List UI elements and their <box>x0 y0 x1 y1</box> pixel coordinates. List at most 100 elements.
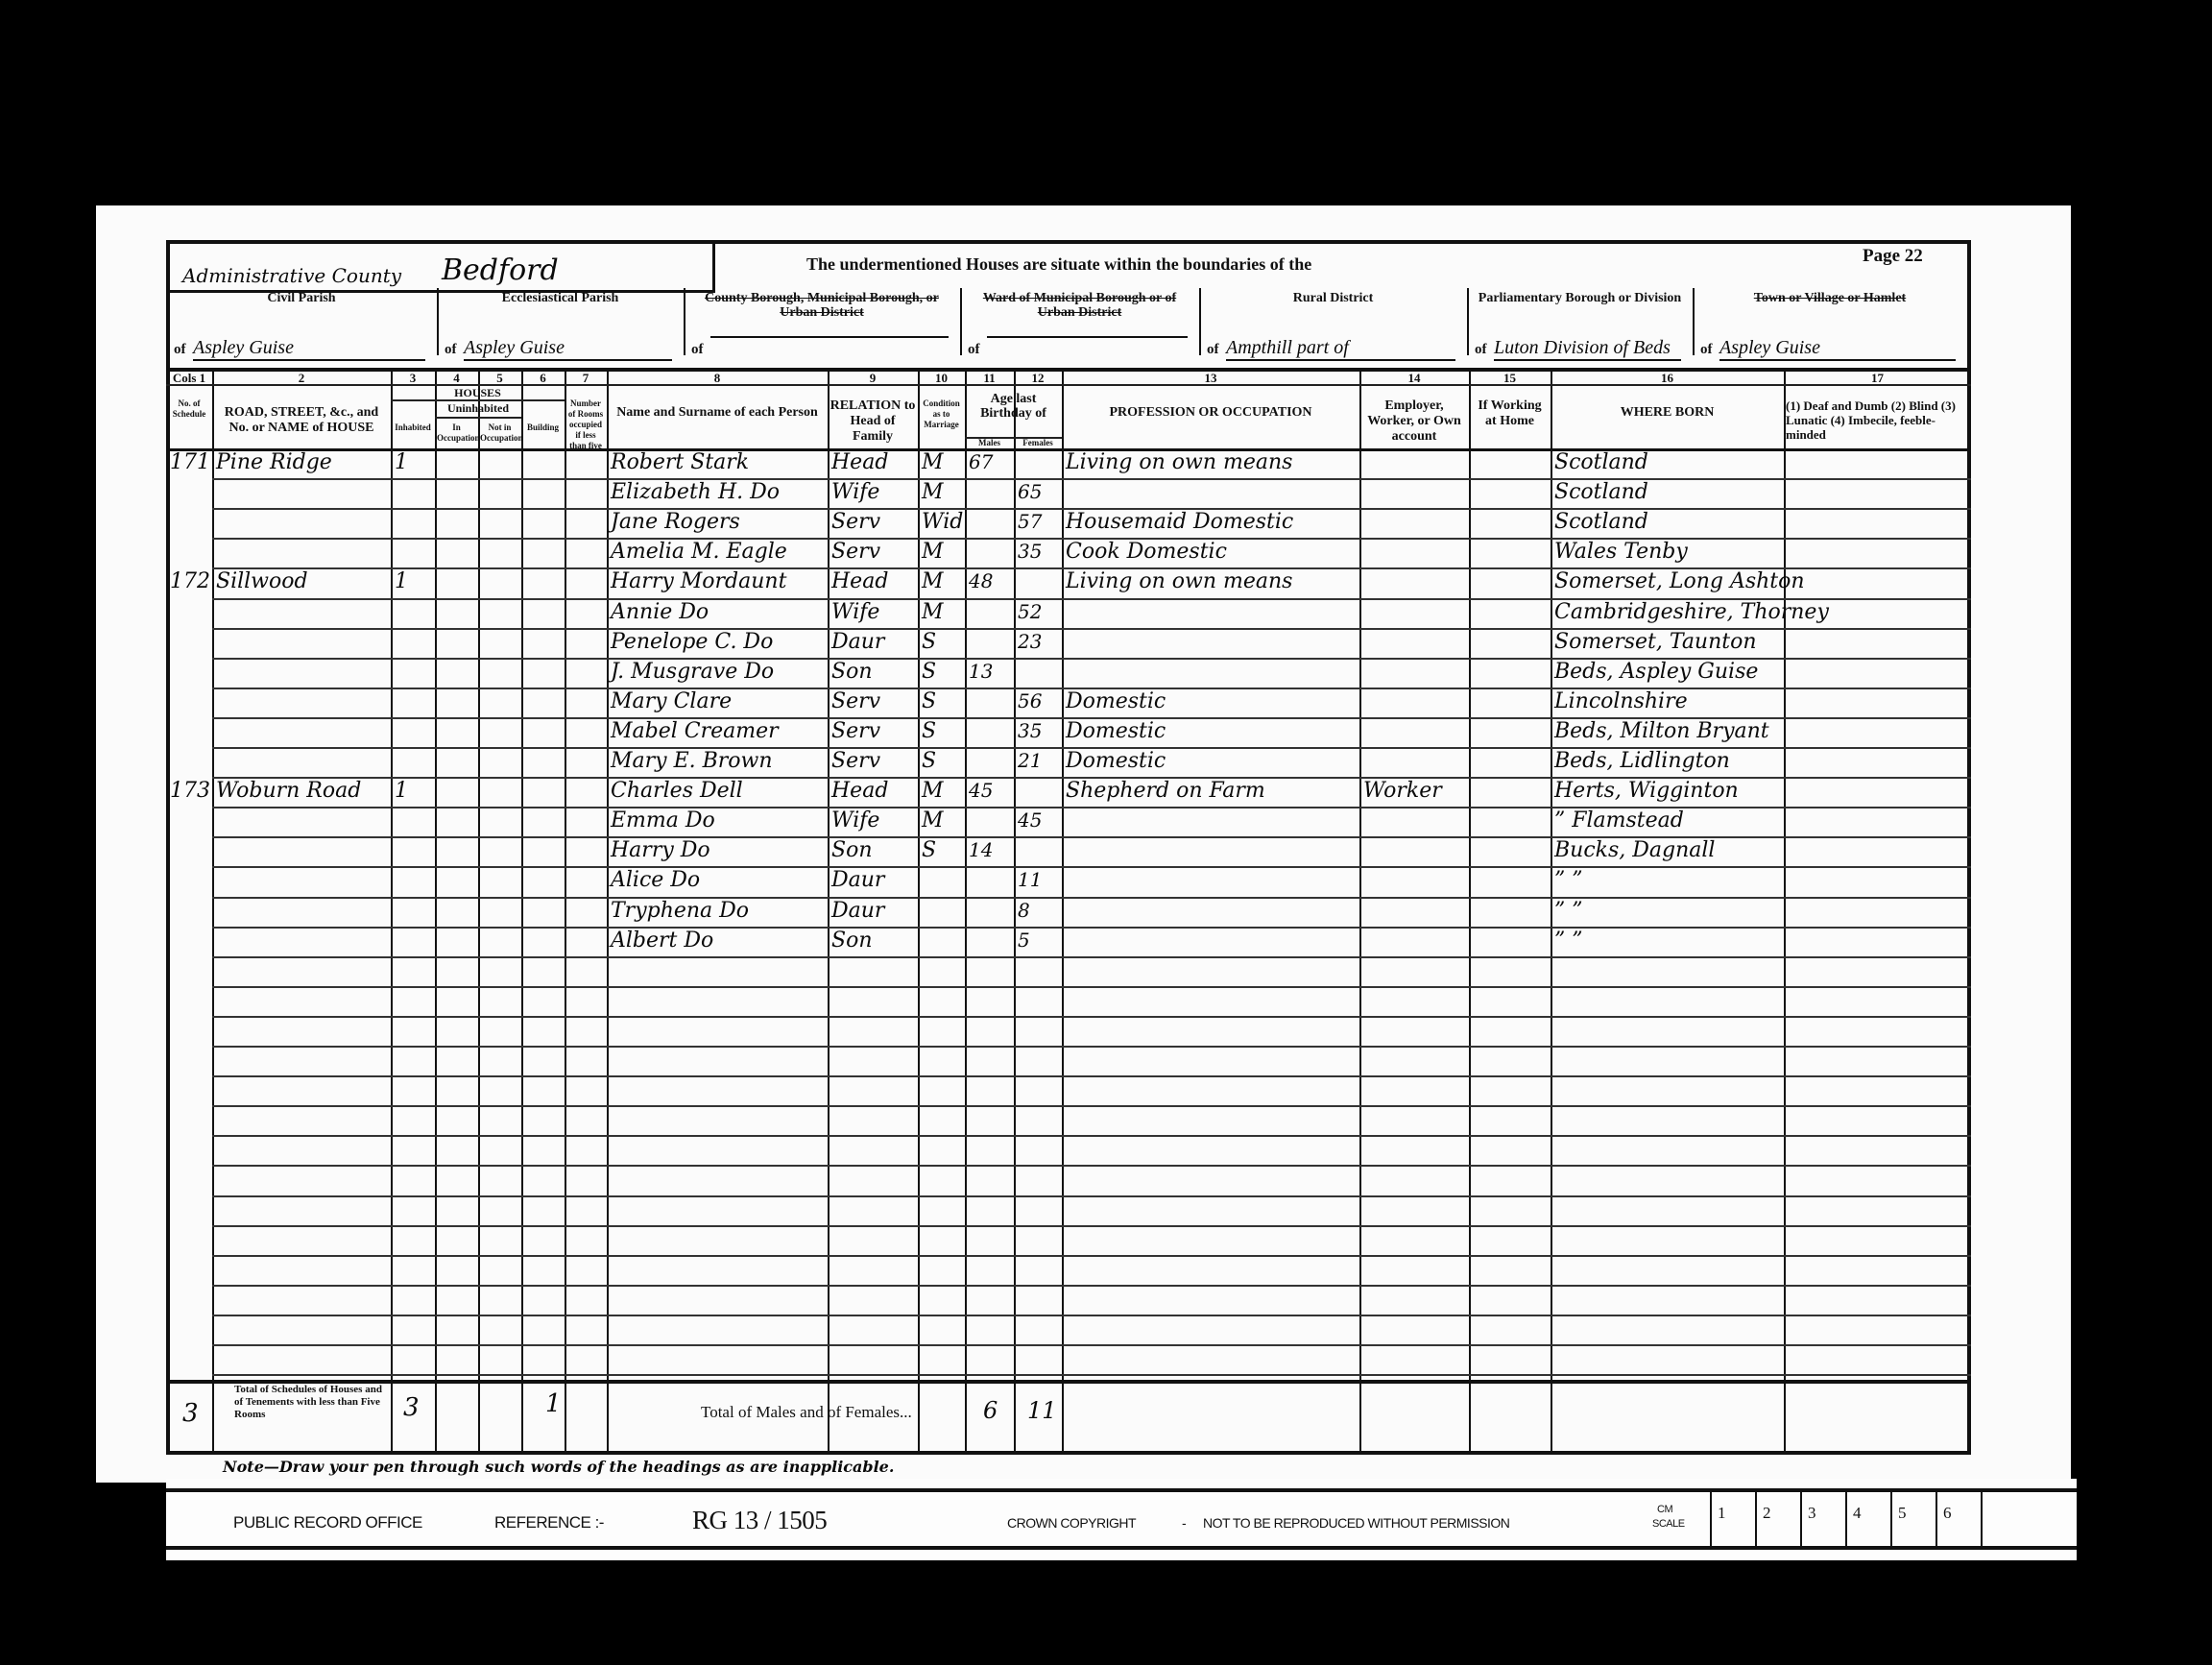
column-divider <box>1469 370 1471 1455</box>
footer-separator: - <box>1182 1515 1187 1531</box>
row-rule <box>212 1165 1971 1168</box>
cell-males: 45 <box>969 779 994 803</box>
scale-box-2: 2 <box>1755 1492 1800 1546</box>
cell-occupation: Living on own means <box>1066 450 1293 474</box>
column-header-occupation: PROFESSION OR OCCUPATION <box>1109 405 1312 420</box>
cell-females: 35 <box>1018 540 1043 564</box>
division-prefix: of <box>445 342 457 357</box>
cell-relation: Daur <box>831 868 885 893</box>
table-row: Emma Do Wife M 45 ” Flamstead <box>0 807 2212 836</box>
cell-males: 13 <box>969 659 994 683</box>
cell-name: Mabel Creamer <box>611 718 779 743</box>
column-number: 3 <box>409 371 417 385</box>
division-divider <box>1199 288 1201 355</box>
column-number-rule <box>166 384 1971 386</box>
page-number: Page 22 <box>1863 246 1923 266</box>
division-label: Town or Village or Hamlet <box>1753 291 1907 305</box>
males-label: Males <box>978 438 1000 447</box>
column-divider <box>918 370 920 1455</box>
row-rule <box>212 627 1971 630</box>
cell-schedule: 171 <box>170 450 210 474</box>
row-rule <box>212 747 1971 749</box>
cell-born: Somerset, Long Ashton <box>1554 569 1805 594</box>
column-header-name: Name and Surname of each Person <box>616 405 818 420</box>
cell-inhabited: 1 <box>395 450 408 474</box>
census-page <box>96 205 2071 1483</box>
cell-name: Tryphena Do <box>611 898 750 923</box>
cell-condition: S <box>922 629 937 654</box>
cell-females: 21 <box>1018 749 1043 772</box>
division-prefix: of <box>968 342 980 357</box>
cell-females: 65 <box>1018 480 1043 504</box>
table-row: Jane Rogers Serv Wid 57 Housemaid Domestic Sc… <box>0 508 2212 538</box>
cell-name: Penelope C. Do <box>611 629 774 654</box>
column-number: 12 <box>1031 371 1045 385</box>
cell-condition: S <box>922 718 937 743</box>
column-header-relation: RELATION to Head of Family <box>830 398 916 444</box>
column-number: 14 <box>1407 371 1421 385</box>
cell-name: Mary Clare <box>611 688 733 713</box>
cell-born: Scotland <box>1554 480 1648 505</box>
footer-notice: NOT TO BE REPRODUCED WITHOUT PERMISSION <box>1203 1515 1510 1531</box>
cell-females: 35 <box>1018 718 1043 742</box>
cell-relation: Serv <box>831 749 881 773</box>
division-divider <box>684 288 685 355</box>
cell-females: 57 <box>1018 510 1043 534</box>
houses-label: HOUSES <box>454 386 501 399</box>
column-header-schedule: No. of Schedule <box>172 398 206 419</box>
cell-occupation: Living on own means <box>1066 569 1293 594</box>
column-divider <box>435 370 437 1455</box>
column-number: 15 <box>1503 371 1516 385</box>
table-row: Albert Do Son 5 ” ” <box>0 927 2212 956</box>
row-rule <box>212 716 1971 719</box>
cell-females: 56 <box>1018 688 1043 712</box>
footer-copyright: CROWN COPYRIGHT <box>1007 1515 1137 1531</box>
scale-box-3: 3 <box>1800 1492 1845 1546</box>
row-rule <box>212 567 1971 570</box>
division-value: Luton Division of Beds <box>1494 336 1681 361</box>
column-divider <box>1784 370 1786 1455</box>
census-form <box>166 240 1971 1455</box>
table-row: J. Musgrave Do Son S 13 Beds, Aspley Guise <box>0 658 2212 688</box>
cell-born: ” Flamstead <box>1554 808 1684 833</box>
cell-name: Annie Do <box>611 599 709 624</box>
age-rule <box>965 437 1062 439</box>
scale-box-6: 6 <box>1936 1492 1981 1546</box>
column-divider <box>1359 370 1361 1455</box>
cell-females: 23 <box>1018 629 1043 653</box>
cell-born: Somerset, Taunton <box>1554 629 1757 654</box>
division-label: Ward of Municipal Borough or of Urban Di… <box>982 291 1177 320</box>
cell-road: Woburn Road <box>216 779 362 804</box>
cell-males: 14 <box>969 838 994 862</box>
totals-inhabited: 3 <box>403 1393 420 1423</box>
females-label: Females <box>1022 438 1053 447</box>
division-divider <box>437 288 439 355</box>
column-divider <box>1062 370 1064 1455</box>
row-rule <box>212 866 1971 869</box>
row-rule <box>212 1046 1971 1048</box>
cell-condition: S <box>922 659 937 684</box>
table-row: Penelope C. Do Daur S 23 Somerset, Taunton <box>0 628 2212 658</box>
column-divider <box>521 370 523 1455</box>
row-rule <box>212 1224 1971 1227</box>
totals-building: 1 <box>545 1389 562 1419</box>
table-row: Alice Do Daur 11 ” ” <box>0 866 2212 896</box>
column-divider <box>1014 370 1016 1455</box>
column-number: 8 <box>713 371 721 385</box>
cell-condition: M <box>922 450 944 474</box>
row-rule <box>212 1015 1971 1018</box>
division-prefix: of <box>691 342 704 357</box>
cell-condition: M <box>922 569 944 594</box>
cell-relation: Son <box>831 928 873 953</box>
column-header-born: WHERE BORN <box>1620 405 1715 420</box>
row-rule <box>212 508 1971 511</box>
table-row: Elizabeth H. Do Wife M 65 Scotland <box>0 478 2212 508</box>
cell-relation: Head <box>831 569 889 594</box>
cell-born: Beds, Aspley Guise <box>1554 659 1759 684</box>
column-number: Cols 1 <box>172 371 206 385</box>
division-label: Rural District <box>1292 291 1374 305</box>
row-rule <box>212 1105 1971 1108</box>
cell-name: Harry Mordaunt <box>611 569 787 594</box>
division-label: Parliamentary Borough or Division <box>1478 291 1682 305</box>
scale-box-4: 4 <box>1845 1492 1890 1546</box>
